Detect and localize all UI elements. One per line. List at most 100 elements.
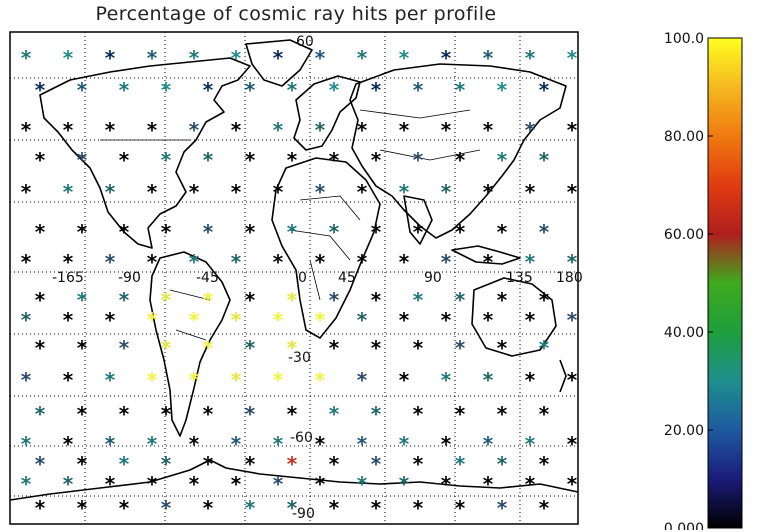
profile-star-marker: * [63, 368, 74, 392]
profile-star-marker: * [245, 220, 256, 244]
profile-star-marker: * [483, 46, 494, 70]
profile-star-marker: * [483, 250, 494, 274]
profile-star-marker: * [245, 78, 256, 102]
profile-star-marker: * [497, 336, 508, 360]
profile-star-marker: * [35, 220, 46, 244]
profile-star-marker: * [287, 496, 298, 520]
profile-star-marker: * [189, 250, 200, 274]
profile-star-marker: * [441, 472, 452, 496]
profile-star-marker: * [413, 496, 424, 520]
profile-star-marker: * [539, 288, 550, 312]
profile-star-marker: * [455, 452, 466, 476]
north-america-outline [39, 57, 251, 249]
profile-star-marker: * [455, 220, 466, 244]
profile-star-marker: * [161, 496, 172, 520]
profile-star-marker: * [483, 118, 494, 142]
australia-outline [471, 277, 557, 357]
antarctica-outline [9, 459, 579, 501]
india-outline [403, 195, 433, 245]
profile-star-marker: * [357, 368, 368, 392]
graticule [10, 32, 578, 524]
profile-star-marker: * [245, 452, 256, 476]
profile-star-marker: * [21, 250, 32, 274]
profile-star-marker: * [147, 308, 158, 332]
profile-star-marker: * [245, 336, 256, 360]
profile-star-marker: * [203, 336, 214, 360]
profile-star-marker: * [441, 118, 452, 142]
profile-star-marker: * [399, 180, 410, 204]
profile-star-marker: * [105, 180, 116, 204]
profile-star-marker: * [161, 336, 172, 360]
profile-star-marker: * [77, 402, 88, 426]
colorbar-gradient [707, 37, 743, 529]
profile-star-marker: * [357, 180, 368, 204]
profile-star-marker: * [441, 46, 452, 70]
profile-star-marker: * [21, 46, 32, 70]
profile-star-marker: * [189, 118, 200, 142]
profile-star-marker: * [287, 336, 298, 360]
profile-star-marker: * [357, 46, 368, 70]
latitude-label: -60 [290, 430, 313, 446]
profile-star-marker: * [357, 472, 368, 496]
profile-star-marker: * [483, 180, 494, 204]
profile-star-marker: * [483, 368, 494, 392]
profile-star-marker: * [441, 308, 452, 332]
profile-star-marker: * [35, 336, 46, 360]
profile-star-marker: * [189, 368, 200, 392]
profile-star-marker: * [35, 452, 46, 476]
profile-star-marker: * [189, 308, 200, 332]
profile-star-marker: * [497, 148, 508, 172]
profile-star-marker: * [105, 250, 116, 274]
profile-star-marker: * [245, 288, 256, 312]
profile-star-marker: * [287, 402, 298, 426]
longitude-label: 0 [298, 270, 307, 286]
profile-star-marker: * [329, 452, 340, 476]
profile-star-marker: * [567, 250, 578, 274]
profile-star-marker: * [105, 46, 116, 70]
profile-star-marker: * [147, 46, 158, 70]
profile-star-marker: * [287, 220, 298, 244]
profile-star-marker: * [77, 288, 88, 312]
profile-star-marker: * [231, 250, 242, 274]
profile-star-marker: * [357, 250, 368, 274]
profile-star-marker: * [203, 452, 214, 476]
profile-star-marker: * [273, 46, 284, 70]
profile-star-marker: * [161, 452, 172, 476]
profile-star-marker: * [399, 250, 410, 274]
profile-star-marker: * [189, 46, 200, 70]
profile-star-marker: * [329, 336, 340, 360]
profile-star-marker: * [455, 78, 466, 102]
profile-star-marker: * [371, 220, 382, 244]
profile-star-marker: * [105, 118, 116, 142]
profile-star-marker: * [203, 78, 214, 102]
profile-star-marker: * [105, 308, 116, 332]
profile-star-marker: * [497, 78, 508, 102]
profile-star-marker: * [413, 148, 424, 172]
profile-star-marker: * [371, 452, 382, 476]
profile-star-marker: * [77, 148, 88, 172]
profile-star-marker: * [35, 78, 46, 102]
profile-star-marker: * [357, 118, 368, 142]
profile-star-marker: * [539, 452, 550, 476]
profile-star-marker: * [287, 148, 298, 172]
profile-star-marker: * [483, 432, 494, 456]
profile-star-marker: * [455, 496, 466, 520]
profile-star-marker: * [567, 432, 578, 456]
profile-star-marker: * [483, 308, 494, 332]
europe-outline [293, 75, 361, 151]
world-map: * * * * * * * * * * * * * ** * * * * * * * * * * * ** * * * * * * * * * * * *… [9, 31, 583, 525]
profile-star-marker: * [329, 220, 340, 244]
profile-star-marker: * [371, 78, 382, 102]
profile-star-marker: * [539, 402, 550, 426]
coastlines [9, 39, 579, 501]
profile-star-marker: * [161, 402, 172, 426]
profile-star-marker: * [77, 452, 88, 476]
profile-star-marker: * [77, 78, 88, 102]
profile-star-marker: * [63, 250, 74, 274]
profile-star-marker: * [189, 180, 200, 204]
profile-star-marker: * [455, 402, 466, 426]
profile-star-marker: * [567, 368, 578, 392]
profile-star-marker: * [119, 148, 130, 172]
profile-star-marker: * [245, 148, 256, 172]
profile-star-marker: * [413, 288, 424, 312]
